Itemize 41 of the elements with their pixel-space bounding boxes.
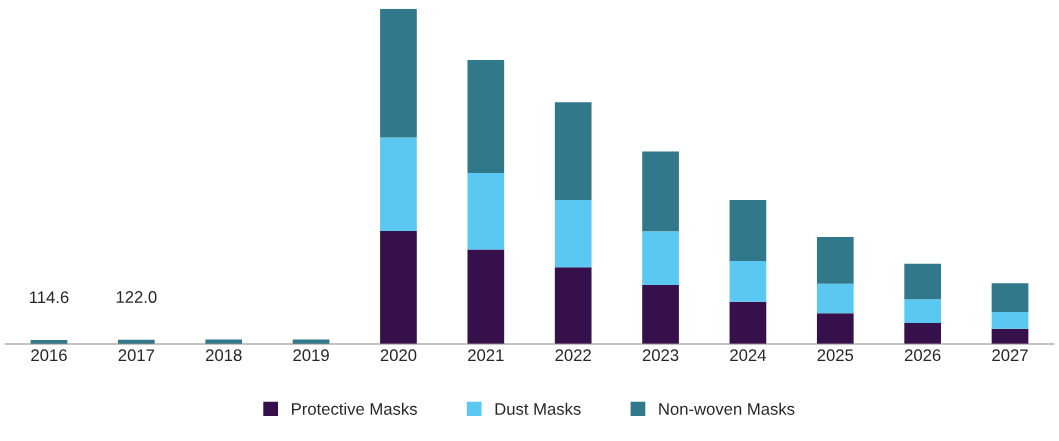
x-tick-label: 2020 [380, 349, 417, 362]
bar [991, 328, 1029, 344]
legend-label: Dust Masks [495, 402, 581, 415]
bar [642, 151, 679, 232]
bar [729, 199, 767, 261]
legend-label: Protective Masks [292, 402, 417, 415]
bar [991, 283, 1029, 312]
bar [467, 60, 505, 174]
bar [554, 267, 592, 344]
data-label: 122.0 [116, 291, 157, 303]
bar [904, 323, 941, 344]
bar [904, 299, 941, 324]
bar [816, 283, 854, 314]
bar [816, 236, 854, 284]
x-tick-label: 2027 [992, 349, 1028, 362]
bar [642, 231, 679, 286]
x-tick-label: 2024 [730, 349, 766, 362]
bar [554, 102, 592, 200]
bar [554, 199, 592, 268]
bar [642, 285, 679, 344]
bar [380, 8, 417, 138]
x-tick-label: 2016 [31, 349, 67, 362]
bar [816, 313, 854, 344]
bar [380, 137, 417, 231]
x-tick-label: 2019 [293, 349, 329, 362]
bar [991, 311, 1029, 329]
x-tick-label: 2017 [118, 349, 155, 362]
x-tick-label: 2025 [817, 349, 854, 362]
bar [380, 230, 417, 344]
x-tick-label: 2021 [468, 349, 504, 362]
x-tick-label: 2023 [642, 349, 679, 362]
x-tick-label: 2026 [904, 349, 941, 362]
legend-label: Non-woven Masks [659, 402, 795, 415]
bar [729, 260, 767, 302]
bar [904, 263, 941, 300]
bar [467, 173, 505, 250]
bar [729, 301, 767, 344]
x-tick-label: 2022 [555, 349, 591, 362]
data-label: 114.6 [30, 291, 69, 304]
bar [467, 249, 505, 344]
x-tick-label: 2018 [206, 349, 242, 362]
